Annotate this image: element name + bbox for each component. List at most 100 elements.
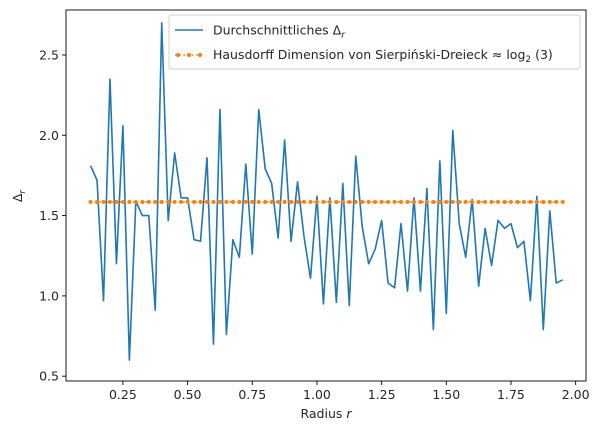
hausdorff-point	[541, 199, 546, 205]
hausdorff-point	[327, 199, 332, 205]
hausdorff-point	[437, 199, 442, 205]
hausdorff-point	[301, 199, 307, 205]
hausdorff-point	[114, 199, 119, 205]
hausdorff-point	[560, 199, 565, 205]
hausdorff-point	[392, 199, 397, 205]
hausdorff-point	[398, 199, 404, 205]
x-tick-label: 1.25	[368, 387, 396, 402]
hausdorff-point	[431, 199, 436, 205]
x-axis-label: Radius r	[300, 406, 352, 421]
hausdorff-point	[127, 199, 132, 205]
hausdorff-point	[353, 199, 358, 205]
x-tick-label: 1.75	[497, 387, 525, 402]
legend-box	[168, 14, 581, 70]
hausdorff-point	[373, 199, 378, 205]
y-tick-label: 2.5	[39, 47, 59, 62]
hausdorff-point	[295, 199, 300, 205]
hausdorff-point	[101, 199, 106, 205]
hausdorff-point	[217, 199, 223, 205]
hausdorff-point	[502, 199, 507, 205]
hausdorff-point	[489, 199, 494, 205]
hausdorff-point	[418, 199, 423, 205]
legend-label-series-0: Durchschnittliches Δr	[213, 23, 346, 41]
x-tick-label: 0.25	[109, 387, 137, 402]
hausdorff-point	[250, 199, 255, 205]
hausdorff-point	[515, 199, 520, 205]
hausdorff-point	[172, 199, 177, 205]
hausdorff-point	[308, 199, 313, 205]
hausdorff-point	[282, 199, 287, 205]
hausdorff-point	[185, 199, 190, 205]
x-tick-label: 1.50	[432, 387, 460, 402]
hausdorff-point	[495, 199, 501, 205]
svg-text:Δr: Δr	[10, 189, 28, 203]
hausdorff-point	[521, 199, 527, 205]
y-axis-label: Δr	[10, 189, 28, 203]
hausdorff-point	[140, 199, 145, 205]
hausdorff-point	[450, 199, 455, 205]
hausdorff-point	[224, 199, 229, 205]
hausdorff-point	[424, 199, 429, 205]
hausdorff-point	[133, 199, 138, 205]
hausdorff-point	[256, 199, 261, 205]
hausdorff-point	[340, 199, 345, 205]
hausdorff-point	[88, 199, 93, 205]
hausdorff-point	[379, 199, 384, 205]
hausdorff-point	[146, 199, 151, 205]
hausdorff-point	[483, 199, 488, 205]
hausdorff-point	[360, 199, 365, 205]
legend-label-series-1: Hausdorff Dimension von Sierpiński-Dreie…	[213, 47, 553, 65]
hausdorff-point	[198, 199, 203, 205]
hausdorff-point	[159, 199, 164, 205]
hausdorff-point	[508, 199, 514, 205]
hausdorff-point	[166, 199, 171, 205]
hausdorff-point	[276, 199, 281, 205]
hausdorff-point	[554, 199, 559, 205]
x-axis: 0.25 0.50 0.75 1.00 1.25 1.50 1.75 2.00	[109, 381, 590, 402]
hausdorff-point	[230, 199, 235, 205]
hausdorff-point	[444, 199, 449, 205]
plot-area	[65, 9, 587, 382]
y-axis: 0.5 1.0 1.5 2.0 2.5	[39, 47, 66, 384]
hausdorff-point	[243, 199, 248, 205]
hausdorff-point	[385, 199, 391, 205]
hausdorff-point	[263, 199, 268, 205]
hausdorff-point	[457, 199, 462, 205]
hausdorff-point	[366, 199, 371, 205]
hausdorff-point	[179, 199, 184, 205]
series-layer	[88, 22, 565, 361]
hausdorff-point	[476, 199, 481, 205]
y-tick-label: 1.5	[39, 208, 59, 223]
hausdorff-point	[534, 199, 539, 205]
y-tick-label: 0.5	[39, 369, 59, 384]
hausdorff-point	[153, 199, 158, 205]
x-tick-label: 0.75	[238, 387, 266, 402]
x-tick-label: 0.50	[174, 387, 202, 402]
legend-swatch-series-1	[175, 52, 203, 58]
hausdorff-point	[528, 199, 533, 205]
hausdorff-point	[347, 199, 352, 205]
hausdorff-point	[470, 199, 475, 205]
legend: Durchschnittliches Δr Hausdorff Dimensio…	[168, 14, 581, 70]
hausdorff-point	[321, 199, 326, 205]
hausdorff-point	[269, 199, 274, 205]
hausdorff-point	[107, 199, 113, 205]
series-line-durchschnittliches-delta	[89, 22, 564, 361]
hausdorff-point	[191, 199, 197, 205]
y-tick-label: 2.0	[39, 128, 59, 143]
hausdorff-point	[288, 199, 294, 205]
hausdorff-point	[120, 199, 126, 205]
hausdorff-point	[547, 199, 552, 205]
y-tick-label: 1.0	[39, 288, 59, 303]
hausdorff-point	[237, 199, 242, 205]
hausdorff-point	[314, 199, 320, 205]
hausdorff-point	[94, 199, 100, 205]
hausdorff-point	[405, 199, 410, 205]
hausdorff-point	[411, 199, 417, 205]
x-tick-label: 2.00	[562, 387, 590, 402]
x-tick-label: 1.00	[303, 387, 331, 402]
hausdorff-point	[211, 199, 216, 205]
hausdorff-point	[463, 199, 468, 205]
hausdorff-point	[334, 199, 339, 205]
